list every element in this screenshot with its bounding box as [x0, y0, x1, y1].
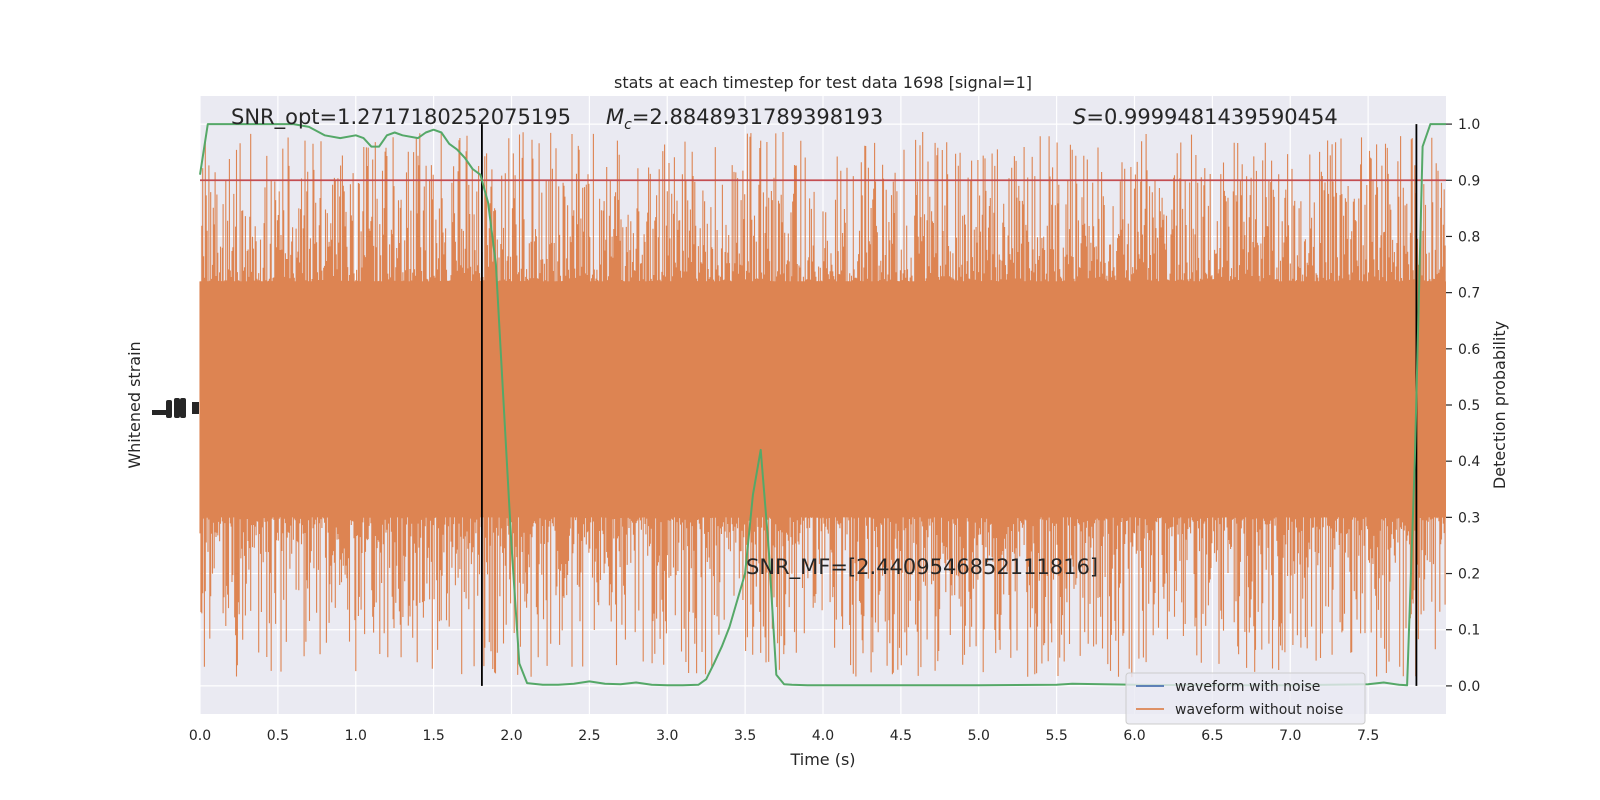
x-axis-label: Time (s) [789, 750, 855, 769]
chirp-mass-annotation: Mc=2.8848931789398193 [606, 105, 883, 133]
x-tick-label: 1.5 [422, 728, 444, 744]
x-tick-label: 6.5 [1201, 728, 1223, 744]
x-tick-label: 7.0 [1279, 728, 1301, 744]
right-axis-label: Detection probability [1490, 321, 1509, 489]
chirp-mass-value: =2.8848931789398193 [632, 105, 883, 129]
snr-opt-annotation: SNR_opt=1.2717180252075195 [231, 105, 571, 130]
s-annotation: S=0.9999481439590454 [1073, 105, 1338, 129]
s-symbol: S [1073, 105, 1086, 129]
right-tick-label: 0.7 [1458, 286, 1480, 302]
noise-band [199, 132, 1446, 678]
right-tick-label: 0.1 [1458, 623, 1480, 639]
x-tick-label: 5.5 [1045, 728, 1067, 744]
right-tick-label: 1.0 [1458, 117, 1480, 133]
right-tick-label: 0.2 [1458, 567, 1480, 583]
x-tick-label: 5.0 [968, 728, 990, 744]
x-tick-label: 7.5 [1357, 728, 1379, 744]
right-tick-labels: 0.0 0.1 0.2 0.3 0.4 0.5 0.6 0.7 0.8 0.9 1.0 [1446, 117, 1480, 695]
x-tick-label: 0.0 [189, 728, 211, 744]
right-tick-label: 0.5 [1458, 398, 1480, 414]
right-tick-label: 0.9 [1458, 173, 1480, 189]
x-tick-label: 2.0 [500, 728, 522, 744]
right-tick-label: 0.8 [1458, 229, 1480, 245]
x-tick-labels: 0.0 0.5 1.0 1.5 2.0 2.5 3.0 3.5 4.0 4.5 5.0 5.5 6.0 6… [189, 728, 1379, 744]
x-tick-label: 6.0 [1123, 728, 1145, 744]
chirp-mass-subscript: c [624, 117, 632, 133]
x-tick-label: 1.0 [345, 728, 367, 744]
x-tick-label: 3.5 [734, 728, 756, 744]
x-tick-label: 0.5 [267, 728, 289, 744]
chirp-mass-symbol: M [606, 105, 624, 129]
x-tick-label: 3.0 [656, 728, 678, 744]
x-tick-label: 2.5 [578, 728, 600, 744]
legend-box [1125, 672, 1366, 725]
right-tick-label: 0.0 [1458, 679, 1480, 695]
chart-title: stats at each timestep for test data 169… [614, 73, 1032, 92]
s-value: =0.9999481439590454 [1086, 105, 1337, 129]
legend-label-without-noise: waveform without noise [1175, 702, 1343, 718]
legend: waveform with noise waveform without noi… [1125, 672, 1366, 725]
right-tick-label: 0.4 [1458, 454, 1480, 470]
left-axis-label: Whitened strain [125, 341, 144, 468]
snr-mf-annotation: SNR_MF=[2.4409546852111816] [746, 555, 1098, 580]
right-tick-label: 0.6 [1458, 342, 1480, 358]
right-tick-label: 0.3 [1458, 510, 1480, 526]
legend-label-with-noise: waveform with noise [1175, 679, 1320, 695]
x-tick-label: 4.5 [890, 728, 912, 744]
left-axis-tick-cluster [152, 398, 199, 418]
probability-series [199, 123, 1446, 687]
noise-spikes [199, 132, 1446, 678]
detection-probability-line [199, 123, 1446, 687]
x-tick-label: 4.0 [812, 728, 834, 744]
